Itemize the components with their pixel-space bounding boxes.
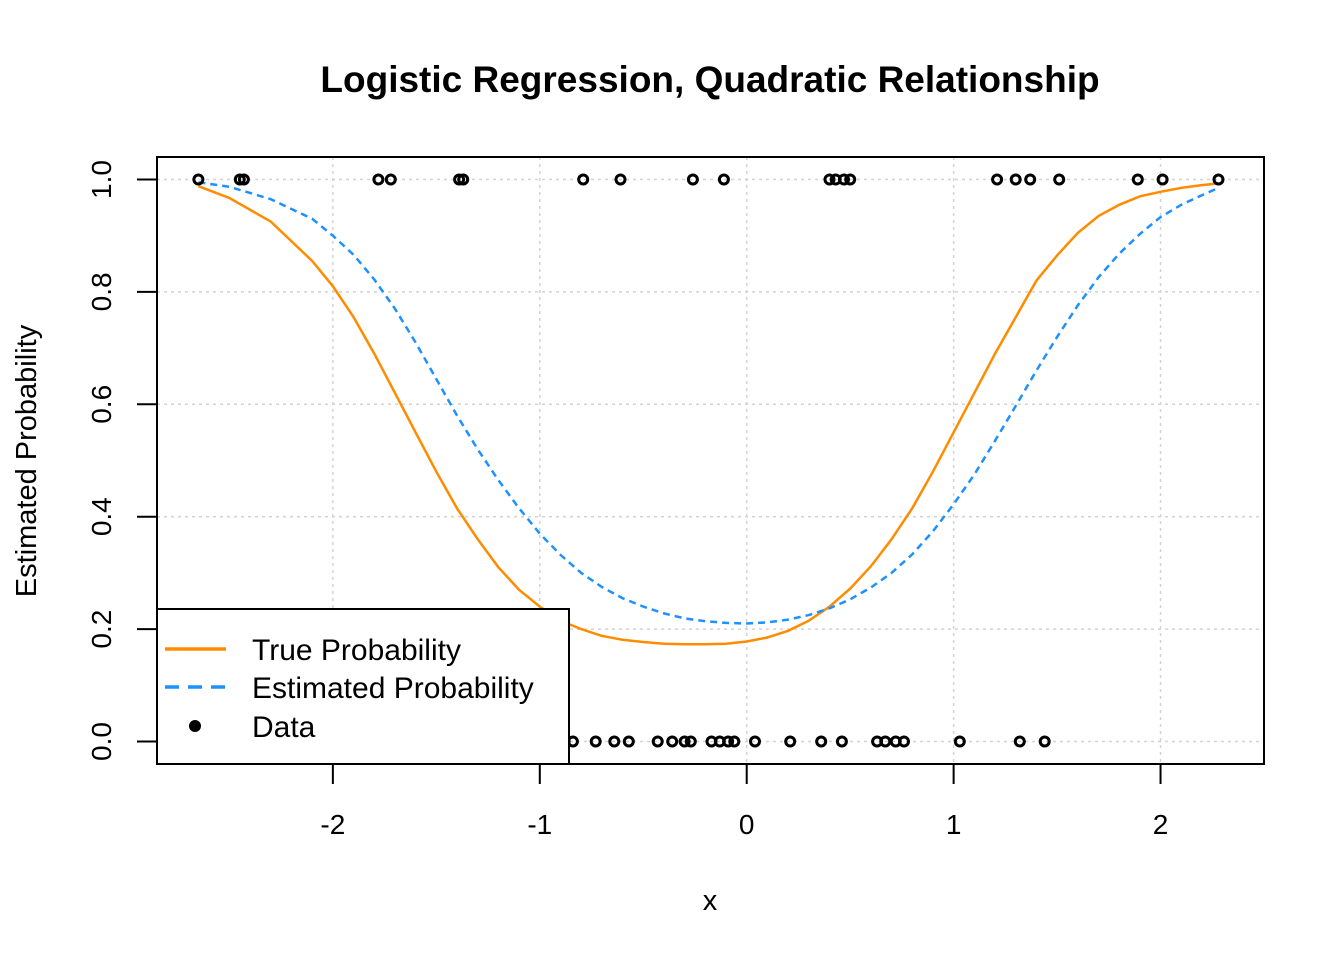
data-point-14 <box>844 173 857 186</box>
data-point-26 <box>622 735 635 748</box>
data-point-25 <box>608 735 621 748</box>
data-point-2 <box>237 173 250 186</box>
y-tick-label-3: 0.6 <box>86 385 117 424</box>
y-tick-label-4: 0.8 <box>86 272 117 311</box>
x-tick-label-4: 2 <box>1153 809 1169 840</box>
y-tick-label-2: 0.4 <box>86 497 117 536</box>
data-point-44 <box>1013 735 1026 748</box>
legend-data-label: Data <box>252 711 316 744</box>
x-tick-label-0: -2 <box>320 809 345 840</box>
estimated-probability-line <box>198 181 1220 625</box>
data-point-10 <box>717 173 730 186</box>
y-tick-label-1: 0.2 <box>86 610 117 649</box>
chart-title: Logistic Regression, Quadratic Relations… <box>320 59 1099 100</box>
data-point-19 <box>1131 173 1144 186</box>
data-point-3 <box>372 173 385 186</box>
data-point-30 <box>684 735 697 748</box>
data-point-11 <box>823 173 836 186</box>
legend-box <box>156 608 570 765</box>
data-point-33 <box>722 735 735 748</box>
data-point-5 <box>453 173 466 186</box>
data-point-4 <box>384 173 397 186</box>
data-point-38 <box>835 735 848 748</box>
legend-data-swatch <box>189 720 201 732</box>
x-tick-label-3: 1 <box>946 809 962 840</box>
data-point-15 <box>991 173 1004 186</box>
data-point-43 <box>953 735 966 748</box>
data-point-18 <box>1053 173 1066 186</box>
data-point-13 <box>838 173 850 186</box>
series-layer <box>197 181 1220 646</box>
legend: True Probability Estimated Probability D… <box>156 608 570 765</box>
data-point-8 <box>614 173 627 186</box>
data-point-45 <box>1038 735 1051 748</box>
y-axis-label: Estimated Probability <box>11 324 43 597</box>
data-point-16 <box>1009 173 1022 186</box>
x-tick-label-1: -1 <box>527 809 552 840</box>
legend-true-probability-label: True Probability <box>252 634 461 667</box>
legend-estimated-probability-label: Estimated Probability <box>252 672 534 705</box>
data-point-7 <box>577 173 590 186</box>
x-axis: -2 -1 0 1 2 <box>320 764 1168 840</box>
data-point-34 <box>728 735 741 748</box>
data-point-37 <box>815 735 828 748</box>
y-tick-label-5: 1.0 <box>86 160 117 199</box>
data-point-17 <box>1024 173 1037 186</box>
plot-frame <box>156 156 1265 765</box>
data-point-21 <box>1212 173 1225 186</box>
data-point-29 <box>678 735 691 748</box>
data-point-42 <box>898 735 910 748</box>
data-point-0 <box>192 173 205 186</box>
data-point-1 <box>233 173 246 186</box>
data-point-28 <box>666 735 679 748</box>
y-axis: 0.0 0.2 0.4 0.6 0.8 1.0 <box>86 160 157 761</box>
data-point-35 <box>749 735 761 748</box>
data-point-27 <box>651 735 664 748</box>
x-axis-label: x <box>703 885 718 917</box>
data-point-6 <box>457 173 470 186</box>
data-point-20 <box>1156 173 1169 186</box>
data-point-9 <box>686 173 699 186</box>
data-point-24 <box>589 735 602 748</box>
data-point-36 <box>784 735 797 748</box>
y-tick-label-0: 0.0 <box>86 722 117 761</box>
x-tick-label-2: 0 <box>739 809 755 840</box>
true-probability-line <box>197 182 1219 646</box>
